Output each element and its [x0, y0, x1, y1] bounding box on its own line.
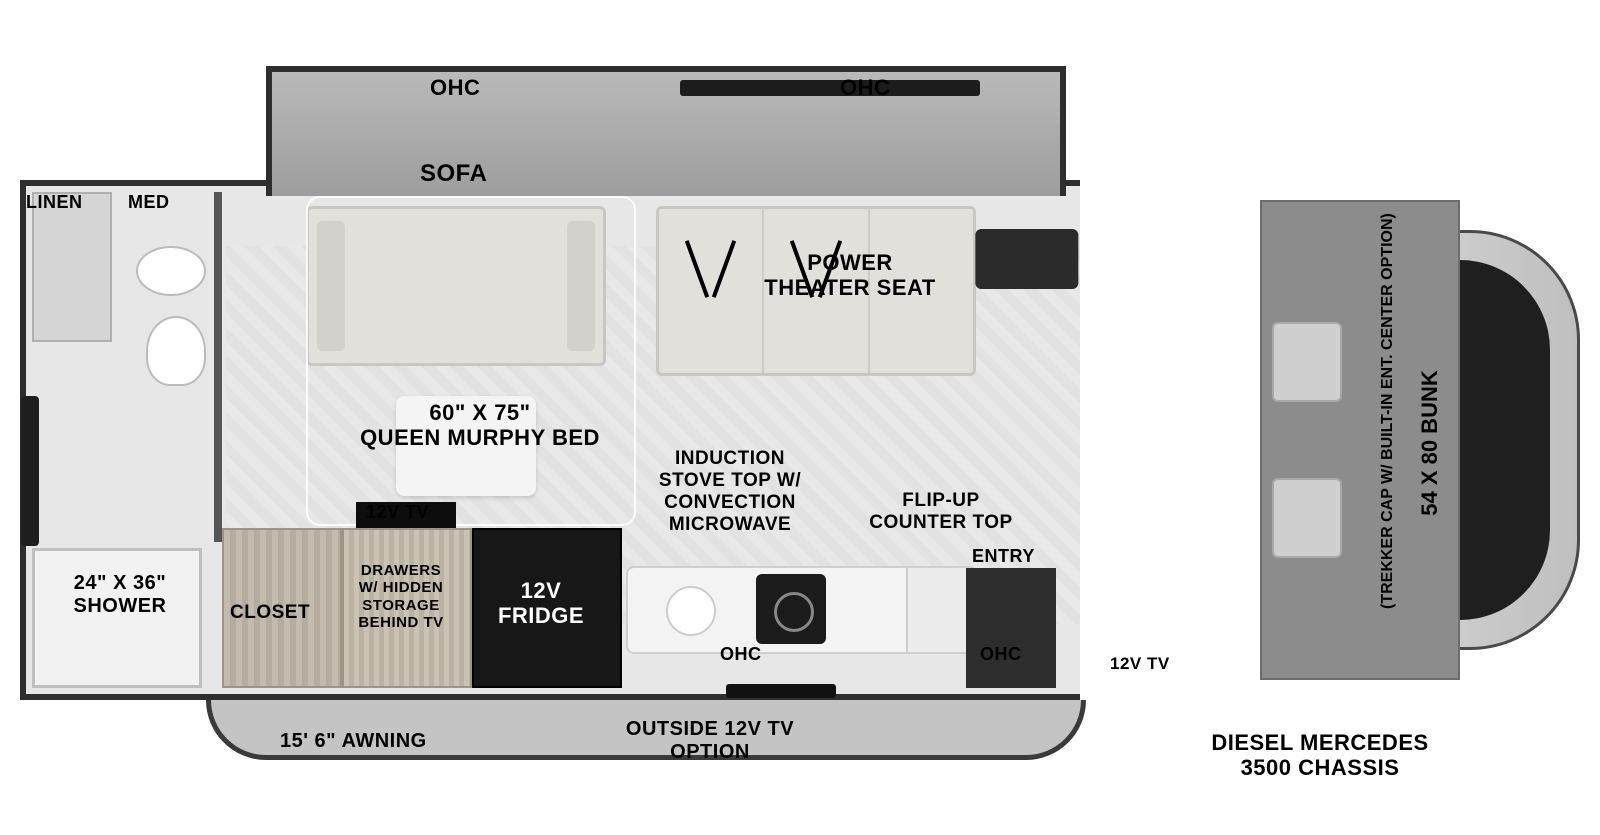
label-med: MED: [128, 192, 170, 213]
label-closet: CLOSET: [230, 602, 310, 624]
linen-closet: [32, 192, 112, 342]
label-ohc-left: OHC: [430, 75, 480, 100]
label-awning: 15' 6" AWNING: [280, 730, 427, 753]
rear-window: [21, 396, 39, 546]
label-sofa: SOFA: [420, 160, 487, 188]
label-linen: LINEN: [26, 192, 83, 213]
label-shower: 24" X 36" SHOWER: [50, 572, 190, 618]
label-outside-tv: OUTSIDE 12V TV OPTION: [600, 718, 820, 764]
bath-sink: [136, 246, 206, 296]
kitchen-sink: [666, 586, 716, 636]
label-ohc-entry: OHC: [980, 644, 1022, 665]
driver-seat: [1272, 322, 1342, 402]
toilet: [146, 316, 206, 386]
floorplan-stage: OHC OHC SOFA 60" X 75" QUEEN MURPHY BED …: [20, 30, 1580, 810]
label-entry: ENTRY: [972, 546, 1035, 567]
label-drawers: DRAWERS W/ HIDDEN STORAGE BEHIND TV: [336, 562, 466, 631]
bath-partition: [214, 192, 222, 542]
sofa: [306, 206, 606, 366]
label-ohc-right: OHC: [840, 75, 890, 100]
shower: [32, 548, 202, 688]
kitchen-window: [726, 684, 836, 698]
induction-stove: [756, 574, 826, 644]
label-theater-seat: POWER THEATER SEAT: [740, 250, 960, 301]
label-murphy-bed: 60" X 75" QUEEN MURPHY BED: [350, 400, 610, 451]
theater-console: [975, 229, 1078, 289]
label-12v-tv-main: 12V TV: [366, 502, 429, 523]
label-fridge: 12V FRIDGE: [486, 578, 596, 629]
label-trekker: (TREKKER CAP W/ BUILT-IN ENT. CENTER OPT…: [1379, 269, 1397, 609]
label-ohc-kitchen: OHC: [720, 644, 762, 665]
label-stove: INDUCTION STOVE TOP W/ CONVECTION MICROW…: [630, 448, 830, 535]
slideout-window: [680, 80, 980, 96]
label-chassis: DIESEL MERCEDES 3500 CHASSIS: [1190, 730, 1450, 781]
entry-door: [966, 568, 1056, 688]
label-cab-tv: 12V TV: [1110, 654, 1170, 674]
label-flipup: FLIP-UP COUNTER TOP: [856, 490, 1026, 534]
passenger-seat: [1272, 478, 1342, 558]
label-bunk: 54 X 80 BUNK: [1417, 293, 1443, 593]
slideout: [266, 66, 1066, 196]
